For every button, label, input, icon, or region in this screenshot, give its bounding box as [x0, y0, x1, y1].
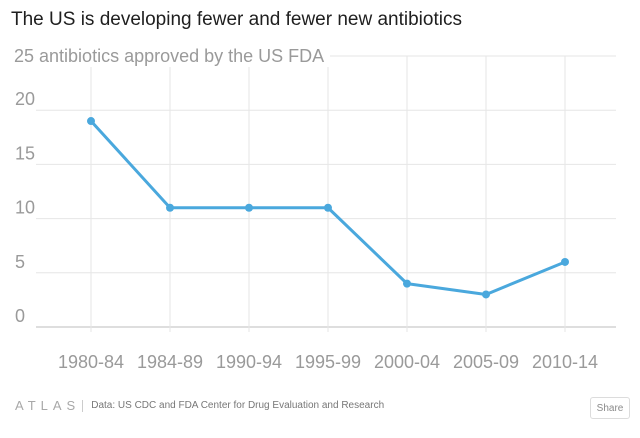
y-tick-label: 0 — [15, 306, 25, 326]
data-point — [403, 279, 411, 288]
data-source: Data: US CDC and FDA Center for Drug Eva… — [91, 400, 385, 411]
data-point — [87, 117, 95, 126]
chart-title: The US is developing fewer and fewer new… — [11, 9, 462, 30]
data-point — [245, 203, 253, 212]
x-tick-label: 2000-04 — [374, 352, 440, 372]
x-tick-label: 2005-09 — [453, 352, 519, 372]
data-point — [482, 290, 490, 299]
footer: ATLAS Data: US CDC and FDA Center for Dr… — [15, 398, 384, 413]
x-tick-label: 2010-14 — [532, 352, 598, 372]
y-tick-label: 5 — [15, 252, 25, 272]
footer-divider — [82, 399, 84, 412]
series-layer — [87, 117, 569, 299]
x-tick-label: 1990-94 — [216, 352, 282, 372]
x-tick-labels: 1980-84 1984-89 1990-94 1995-99 2000-04 2005-… — [58, 352, 598, 372]
y-tick-label: 20 — [15, 89, 35, 109]
chart-subtitle: 25 antibiotics approved by the US FDA — [14, 46, 331, 67]
y-tick-label: 15 — [15, 143, 35, 163]
data-point — [166, 203, 174, 212]
share-button[interactable]: Share — [590, 397, 630, 419]
data-point — [324, 203, 332, 212]
y-tick-labels: 0 5 10 15 20 — [15, 89, 35, 326]
grid-layer — [36, 55, 616, 332]
data-point — [561, 257, 569, 266]
y-tick-label: 10 — [15, 198, 35, 218]
x-tick-label: 1980-84 — [58, 352, 124, 372]
atlas-logo[interactable]: ATLAS — [15, 398, 81, 413]
x-tick-label: 1995-99 — [295, 352, 361, 372]
x-tick-label: 1984-89 — [137, 352, 203, 372]
